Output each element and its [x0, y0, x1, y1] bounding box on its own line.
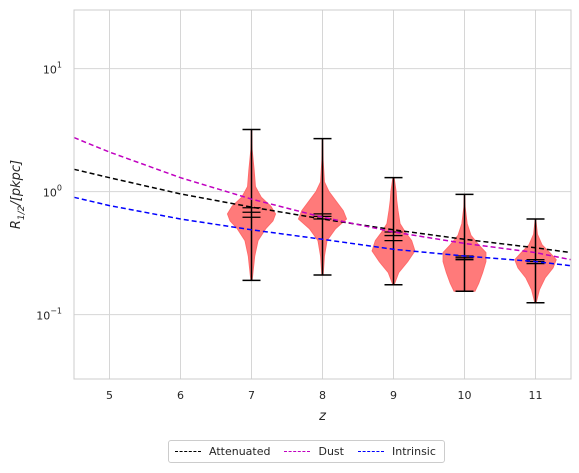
- legend-label: Dust: [318, 445, 344, 458]
- x-tick-label: 7: [248, 389, 255, 402]
- plot-frame: [73, 9, 572, 380]
- x-tick-labels: 5 6 7 8 9 10 11: [106, 389, 543, 402]
- x-tick-label: 5: [106, 389, 113, 402]
- x-tick-label: 10: [458, 389, 472, 402]
- series-line-attenuated: [73, 168, 572, 254]
- y-tick-labels: 10−1 100 101: [36, 61, 62, 323]
- legend: Attenuated Dust Intrinsic: [168, 440, 445, 463]
- legend-swatch: [175, 451, 201, 452]
- legend-item-intrinsic: Intrinsic: [357, 445, 436, 458]
- y-axis-label: R1/2/[pkpc]: [9, 160, 27, 229]
- legend-swatch: [357, 451, 384, 452]
- legend-label: Intrinsic: [391, 445, 436, 458]
- legend-label: Attenuated: [209, 445, 271, 458]
- x-tick-label: 8: [319, 389, 326, 402]
- y-tick-label: 101: [43, 61, 62, 77]
- legend-item-dust: Dust: [284, 445, 344, 458]
- legend-item-attenuated: Attenuated: [175, 445, 270, 458]
- x-tick-label: 9: [390, 389, 397, 402]
- y-tick-label: 10−1: [36, 307, 62, 323]
- x-axis-label: z: [318, 409, 327, 424]
- legend-swatch: [284, 451, 311, 452]
- violin-group: [226, 128, 557, 304]
- x-tick-label: 11: [529, 389, 543, 402]
- y-tick-label: 100: [43, 184, 62, 200]
- series-lines: [73, 136, 572, 267]
- x-tick-label: 6: [177, 389, 184, 402]
- series-line-intrinsic: [73, 196, 572, 267]
